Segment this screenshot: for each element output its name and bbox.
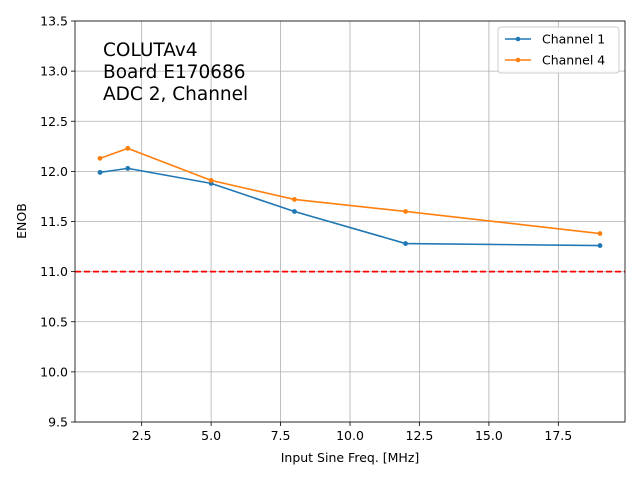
annotation-line-1: COLUTAv4	[103, 40, 198, 61]
data-point-channel-1	[97, 169, 103, 175]
annotation-line-3: ADC 2, Channel	[103, 84, 248, 105]
x-axis-label: Input Sine Freq. [MHz]	[281, 450, 420, 465]
series-layer	[97, 145, 603, 248]
data-point-channel-4	[597, 231, 603, 236]
annotation-line-2: Board E170686	[103, 62, 246, 83]
data-point-channel-1	[292, 209, 297, 214]
y-tick-label: 11.5	[40, 214, 68, 229]
data-point-channel-1	[125, 165, 131, 171]
data-point-channel-4	[125, 145, 131, 151]
x-tick-label: 5.0	[201, 428, 221, 443]
data-point-channel-1	[403, 241, 408, 246]
y-tick-label: 12.0	[40, 164, 68, 179]
x-tick-label: 17.5	[544, 428, 572, 443]
x-tick-label: 15.0	[475, 428, 503, 443]
y-tick-label: 10.5	[40, 314, 68, 329]
data-point-channel-4	[292, 197, 297, 202]
data-point-channel-4	[403, 209, 408, 214]
x-tick-label: 2.5	[132, 428, 152, 443]
x-tick-label: 7.5	[271, 428, 291, 443]
data-point-channel-4	[208, 177, 214, 183]
y-tick-label: 10.0	[40, 364, 68, 379]
y-tick-label: 13.5	[40, 14, 68, 29]
y-tick-label: 12.5	[40, 114, 68, 129]
legend-label-channel-1: Channel 1	[542, 32, 605, 47]
y-axis-label: ENOB	[14, 203, 29, 239]
series-line-channel-4	[99, 147, 601, 235]
x-tick-label: 12.5	[406, 428, 434, 443]
data-point-channel-4	[97, 155, 103, 161]
y-tick-label: 13.0	[40, 64, 68, 79]
legend-marker-channel-4	[515, 57, 521, 63]
axis-ticks: 2.5 5.0 7.5 10.0 12.5 15.0 17.5 9.5 10.0 10.5 11.0…	[40, 14, 572, 444]
y-tick-label: 11.0	[40, 264, 68, 279]
series-line-channel-1	[99, 167, 601, 247]
y-tick-label: 9.5	[48, 415, 68, 430]
legend-label-channel-4: Channel 4	[542, 53, 605, 68]
data-point-channel-1	[597, 243, 603, 248]
x-tick-label: 10.0	[336, 428, 364, 443]
legend-marker-channel-1	[515, 36, 521, 42]
legend: Channel 1 Channel 4	[497, 26, 620, 74]
